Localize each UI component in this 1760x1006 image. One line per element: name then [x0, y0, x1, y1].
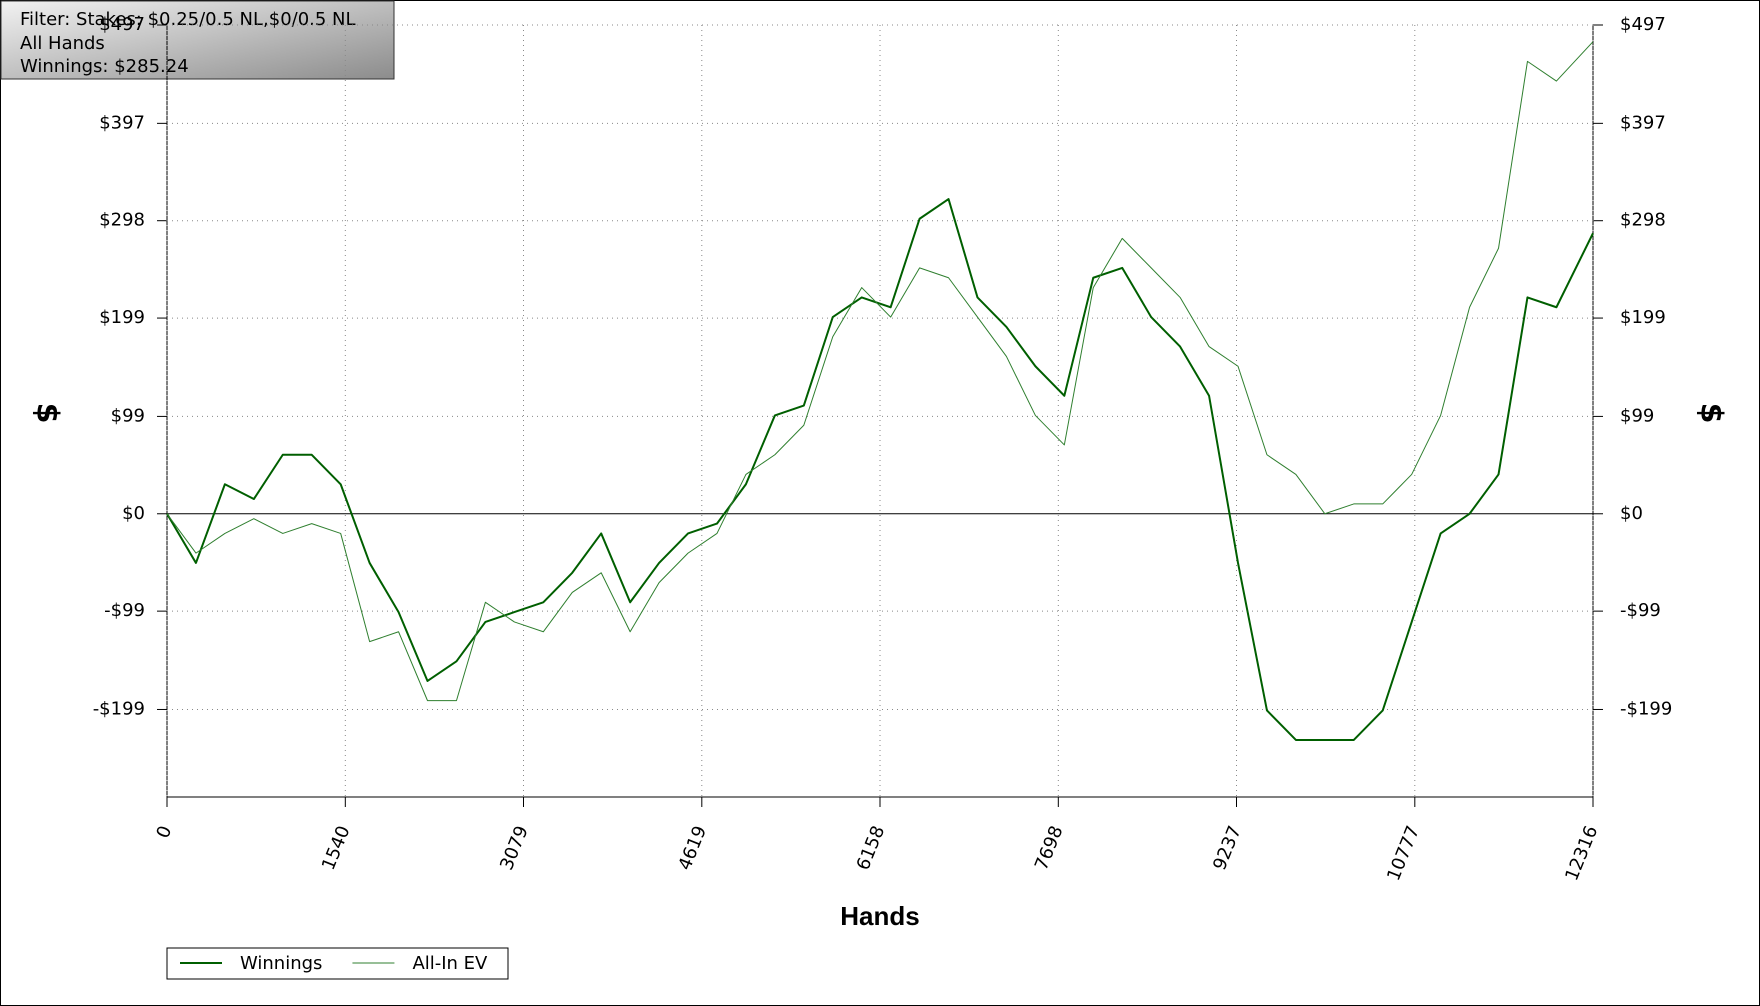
info-line: All Hands: [20, 33, 105, 54]
y2-tick-label: $298: [1620, 210, 1666, 231]
legend-box: [166, 947, 509, 980]
y2-tick-label: $397: [1620, 112, 1666, 133]
y-tick-label: -$99: [104, 600, 145, 621]
y2-tick-label: $199: [1620, 307, 1666, 328]
series-line: [166, 41, 1594, 702]
y2-axis-label: $: [1694, 403, 1729, 424]
y2-tick-label: $99: [1620, 405, 1654, 426]
legend-label: All-In EV: [412, 953, 488, 974]
y-tick-label: $0: [122, 503, 145, 524]
y-tick-label: $497: [99, 14, 145, 35]
y2-tick-label: -$99: [1620, 600, 1661, 621]
y2-tick-label: $497: [1620, 14, 1666, 35]
y2-tick-label: -$199: [1620, 698, 1672, 719]
legend-label: Winnings: [240, 953, 322, 974]
y-tick-label: $397: [99, 112, 145, 133]
y-tick-label: -$199: [93, 698, 145, 719]
info-box: [0, 0, 395, 80]
info-line: Winnings: $285.24: [20, 56, 189, 77]
y2-tick-label: $0: [1620, 503, 1643, 524]
y-tick-label: $298: [99, 210, 145, 231]
info-line: Filter: Stakes: $0.25/0.5 NL,$0/0.5 NL: [20, 9, 356, 30]
x-axis-label: Hands: [840, 901, 919, 931]
y-tick-label: $99: [111, 405, 145, 426]
y-axis-label: $: [30, 403, 65, 424]
y-tick-label: $199: [99, 307, 145, 328]
